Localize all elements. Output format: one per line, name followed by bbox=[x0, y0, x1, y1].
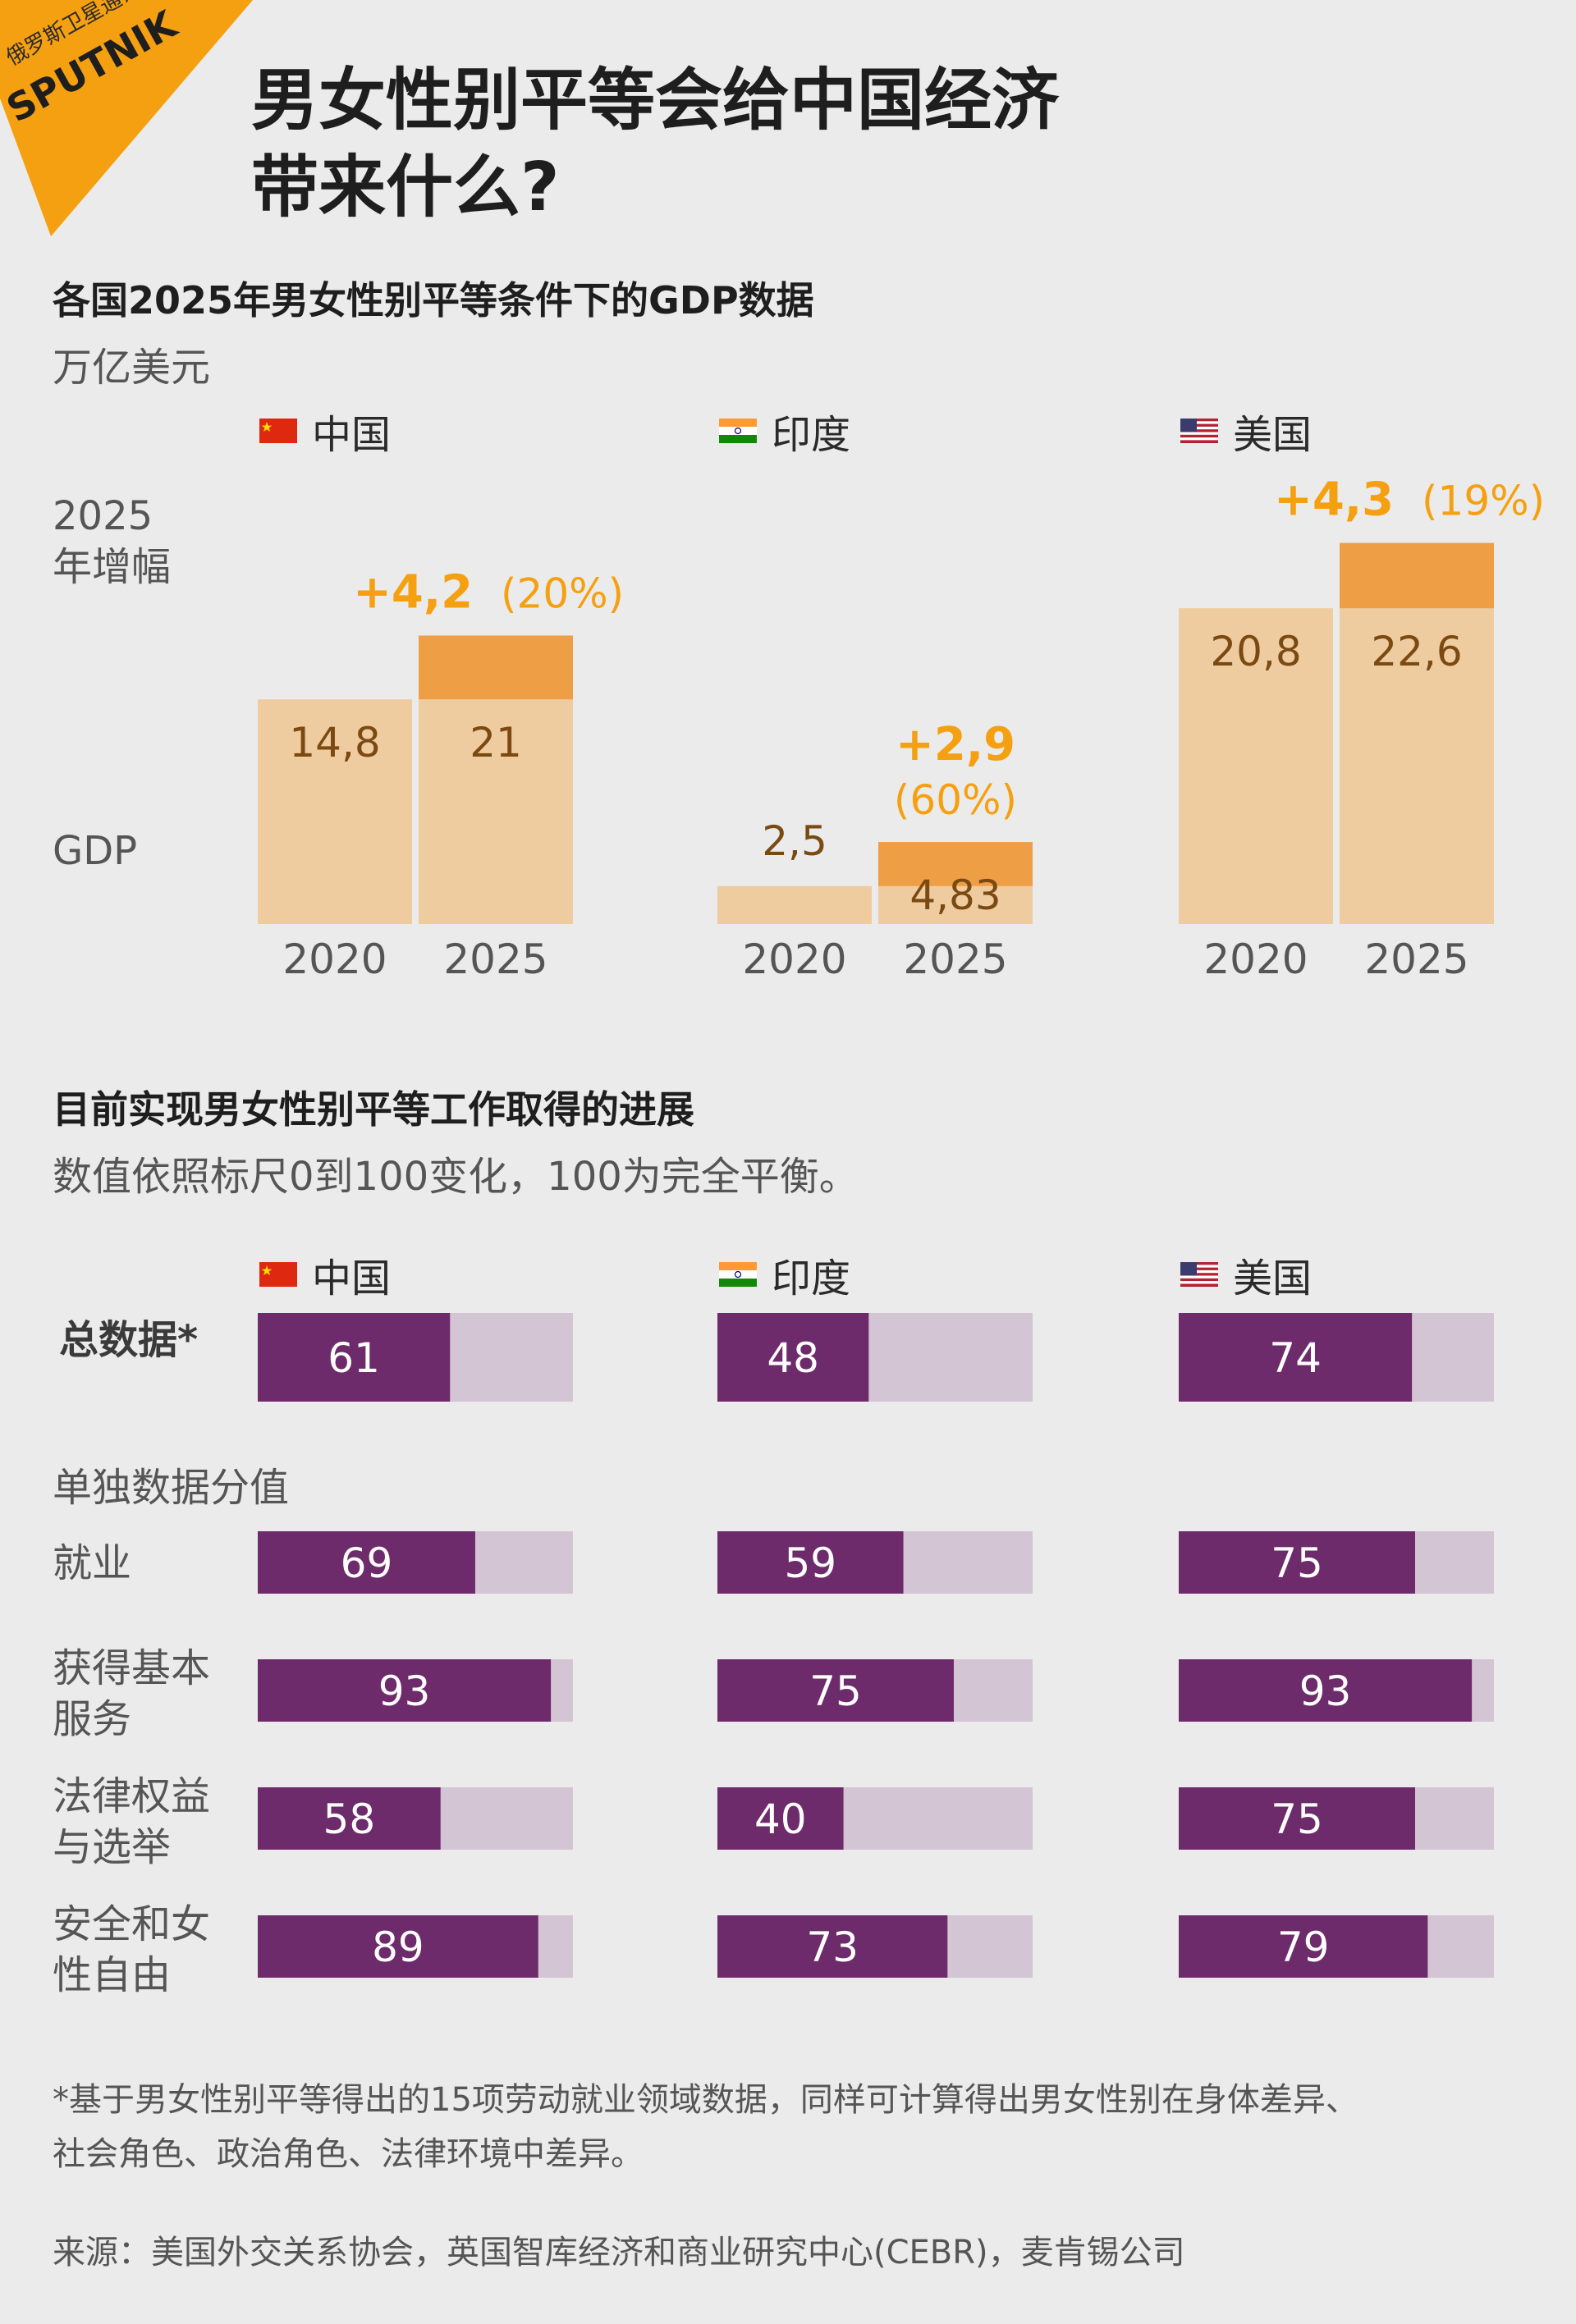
parity-chart: 61 48 74 69 59 75 93 75 93 58 40 75 89 73 79 bbox=[258, 1313, 1494, 1978]
category-score-bar bbox=[1179, 1659, 1473, 1722]
increase-label: +4,3 bbox=[1274, 473, 1394, 527]
page-title-line-2: 带来什么? bbox=[251, 149, 560, 226]
x-tick-label: 2025 bbox=[1364, 936, 1468, 983]
gdp-bar-2020 bbox=[258, 699, 412, 924]
parity-score-label: 89 bbox=[372, 1924, 424, 1971]
gdp-country-header-china: 中国 bbox=[259, 402, 391, 460]
footnote: *基于男女性别平等得出的15项劳动就业领域数据，同样可计算得出男女性别在身体差异… bbox=[53, 2073, 1358, 2181]
increase-percent-label: (19%) bbox=[1422, 478, 1545, 525]
category-score-bar bbox=[258, 1915, 538, 1978]
parity-score-label: 93 bbox=[378, 1668, 431, 1715]
parity-score-label: 75 bbox=[1271, 1539, 1323, 1587]
x-tick-label: 2020 bbox=[742, 936, 846, 983]
parity-score-label: 48 bbox=[767, 1334, 819, 1382]
gdp-increase-segment bbox=[1340, 542, 1494, 609]
gdp-country-name: 中国 bbox=[312, 412, 392, 458]
gdp-increase-segment bbox=[878, 842, 1033, 886]
parity-country-name: 中国 bbox=[312, 1256, 392, 1302]
parity-score-label: 79 bbox=[1277, 1924, 1330, 1971]
parity-country-name: 美国 bbox=[1233, 1256, 1313, 1302]
parity-score-label: 61 bbox=[328, 1334, 380, 1382]
gdp-section-heading: 各国2025年男女性别平等条件下的GDP数据 bbox=[53, 278, 814, 323]
logo-orange-shape bbox=[0, 0, 253, 236]
parity-score-label: 73 bbox=[806, 1924, 859, 1971]
x-tick-label: 2020 bbox=[282, 936, 387, 983]
india-flag-icon bbox=[719, 1262, 757, 1287]
category-score-bar bbox=[258, 1787, 441, 1850]
gdp-country-header-india: 印度 bbox=[719, 402, 850, 460]
parity-country-header-usa: 美国 bbox=[1180, 1246, 1312, 1303]
gdp-value-2020: 14,8 bbox=[289, 719, 380, 766]
x-tick-label: 2025 bbox=[443, 936, 547, 983]
page-title: 男女性别平等会给中国经济 带来什么? bbox=[251, 57, 1059, 231]
gdp-value-2025: 22,6 bbox=[1371, 628, 1462, 675]
gdp-country-name: 印度 bbox=[772, 412, 851, 458]
footnote-line-2: 社会角色、政治角色、法律环境中差异。 bbox=[53, 2135, 644, 2173]
parity-score-label: 74 bbox=[1269, 1334, 1322, 1382]
x-tick-label: 2020 bbox=[1203, 936, 1308, 983]
gdp-value-2020: 20,8 bbox=[1210, 628, 1301, 675]
gdp-bar-2020 bbox=[1179, 608, 1333, 924]
sputnik-logo: 俄罗斯卫星通讯社 SPUTNIK bbox=[0, 0, 253, 236]
total-row-label: 总数据* bbox=[59, 1317, 199, 1363]
usa-flag-icon bbox=[1180, 419, 1218, 443]
category-score-bar bbox=[717, 1915, 948, 1978]
row-label-legal-rights: 法律权益 与选举 bbox=[53, 1773, 211, 1870]
category-score-bar bbox=[1179, 1531, 1415, 1594]
page-title-line-1: 男女性别平等会给中国经济 bbox=[251, 62, 1060, 140]
row-label-safety-freedom: 安全和女 性自由 bbox=[53, 1901, 211, 1998]
footnote-line-1: *基于男女性别平等得出的15项劳动就业领域数据，同样可计算得出男女性别在身体差异… bbox=[53, 2081, 1358, 2119]
increase-label: +2,9 bbox=[896, 718, 1015, 771]
usa-flag-icon bbox=[1180, 1262, 1218, 1287]
row-label-basic-services: 获得基本 服务 bbox=[53, 1645, 211, 1742]
gdp-value-2025: 21 bbox=[470, 719, 522, 766]
category-score-bar bbox=[258, 1531, 475, 1594]
parity-scale-note: 数值依照标尺0到100变化，100为完全平衡。 bbox=[53, 1154, 859, 1200]
parity-score-label: 59 bbox=[784, 1539, 836, 1587]
parity-score-label: 58 bbox=[323, 1796, 376, 1843]
parity-score-label: 40 bbox=[754, 1796, 807, 1843]
x-tick-label: 2025 bbox=[903, 936, 1007, 983]
category-score-bar bbox=[717, 1531, 904, 1594]
gdp-side-label: GDP bbox=[53, 828, 138, 874]
increase-side-label: 2025 年增幅 bbox=[53, 493, 172, 590]
parity-score-label: 75 bbox=[809, 1668, 862, 1715]
gdp-unit-label: 万亿美元 bbox=[53, 345, 211, 391]
category-score-bar bbox=[717, 1787, 844, 1850]
gdp-value-2020: 2,5 bbox=[762, 817, 827, 865]
gdp-country-header-usa: 美国 bbox=[1180, 402, 1312, 460]
source-text: 来源：美国外交关系协会，英国智库经济和商业研究中心(CEBR)，麦肯锡公司 bbox=[53, 2234, 1185, 2271]
increase-label: +4,2 bbox=[353, 566, 473, 620]
category-score-bar bbox=[1179, 1915, 1428, 1978]
parity-country-header-china: 中国 bbox=[259, 1246, 391, 1303]
gdp-bar-2020 bbox=[717, 885, 872, 924]
china-flag-icon bbox=[259, 1262, 297, 1287]
china-flag-icon bbox=[259, 419, 297, 443]
india-flag-icon bbox=[719, 419, 757, 443]
increase-percent-label: (20%) bbox=[501, 570, 624, 618]
parity-country-name: 印度 bbox=[772, 1256, 851, 1302]
individual-scores-heading: 单独数据分值 bbox=[53, 1465, 290, 1511]
parity-score-label: 69 bbox=[341, 1539, 393, 1587]
parity-score-label: 75 bbox=[1271, 1796, 1323, 1843]
category-score-bar bbox=[717, 1659, 954, 1722]
gdp-chart: 14,8 21 2020 2025 +4,2 (20%) 2,5 4,83 2020 2025 +2… bbox=[258, 473, 1545, 983]
parity-section-heading: 目前实现男女性别平等工作取得的进展 bbox=[53, 1087, 694, 1132]
category-score-bar bbox=[1179, 1787, 1415, 1850]
gdp-value-2025: 4,83 bbox=[909, 872, 1001, 919]
total-score-bar bbox=[717, 1313, 869, 1402]
gdp-increase-segment bbox=[419, 635, 573, 700]
parity-country-header-india: 印度 bbox=[719, 1246, 850, 1303]
row-label-employment: 就业 bbox=[53, 1540, 132, 1586]
parity-score-label: 93 bbox=[1299, 1668, 1352, 1715]
total-score-bar bbox=[1179, 1313, 1413, 1402]
total-score-bar bbox=[258, 1313, 451, 1402]
gdp-country-name: 美国 bbox=[1233, 412, 1313, 458]
category-score-bar bbox=[258, 1659, 552, 1722]
increase-percent-label: (60%) bbox=[894, 776, 1017, 824]
